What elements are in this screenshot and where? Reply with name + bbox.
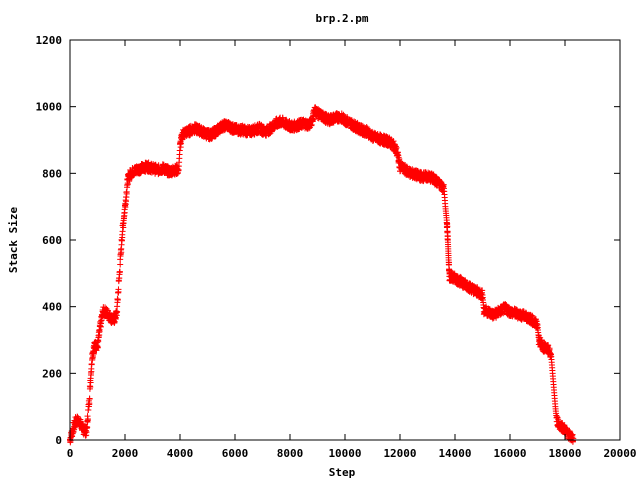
x-tick-label: 18000 [548, 447, 581, 460]
data-point [458, 274, 465, 281]
x-tick-label: 20000 [603, 447, 636, 460]
y-axis-label: Stack Size [7, 207, 20, 274]
chart-title: brp.2.pm [316, 12, 369, 25]
data-point [119, 228, 126, 235]
x-axis-label: Step [329, 466, 356, 479]
data-point [114, 296, 121, 303]
data-point [569, 431, 576, 438]
data-point [70, 429, 77, 436]
data-point [445, 259, 452, 266]
data-point [392, 143, 399, 150]
y-tick-label: 1200 [36, 34, 63, 47]
y-tick-label: 800 [42, 167, 62, 180]
data-point [98, 317, 105, 324]
data-point [90, 350, 97, 357]
data-point [121, 209, 128, 216]
x-tick-label: 14000 [438, 447, 471, 460]
data-point [118, 249, 125, 256]
data-point [84, 416, 91, 423]
y-tick-label: 400 [42, 301, 62, 314]
data-point [117, 261, 124, 268]
x-tick-label: 4000 [167, 447, 194, 460]
data-point [558, 420, 565, 427]
y-tick-label: 200 [42, 367, 62, 380]
x-tick-label: 16000 [493, 447, 526, 460]
x-tick-label: 8000 [277, 447, 304, 460]
data-point [176, 147, 183, 154]
data-point [124, 181, 131, 188]
data-point [529, 312, 536, 319]
axis-ticks: 0 2000 4000 6000 8000 10000 12000 14000 16000 180… [36, 34, 637, 460]
x-tick-label: 12000 [383, 447, 416, 460]
data-point [94, 344, 101, 351]
data-point [112, 316, 119, 323]
data-point [115, 286, 122, 293]
data-point [86, 396, 93, 403]
data-point [111, 318, 118, 325]
data-point [86, 401, 93, 408]
x-tick-label: 2000 [112, 447, 139, 460]
data-point [116, 268, 123, 275]
data-point [178, 140, 185, 147]
x-tick-label: 6000 [222, 447, 249, 460]
data-point [87, 379, 94, 386]
data-point [97, 323, 104, 330]
data-point [444, 223, 451, 230]
data-point [114, 308, 121, 315]
y-tick-label: 600 [42, 234, 62, 247]
x-tick-label: 0 [67, 447, 74, 460]
y-tick-label: 0 [55, 434, 62, 447]
data-point [84, 424, 91, 431]
y-tick-label: 1000 [36, 101, 63, 114]
x-tick-label: 10000 [328, 447, 361, 460]
data-point [545, 342, 552, 349]
data-layer [67, 104, 577, 446]
